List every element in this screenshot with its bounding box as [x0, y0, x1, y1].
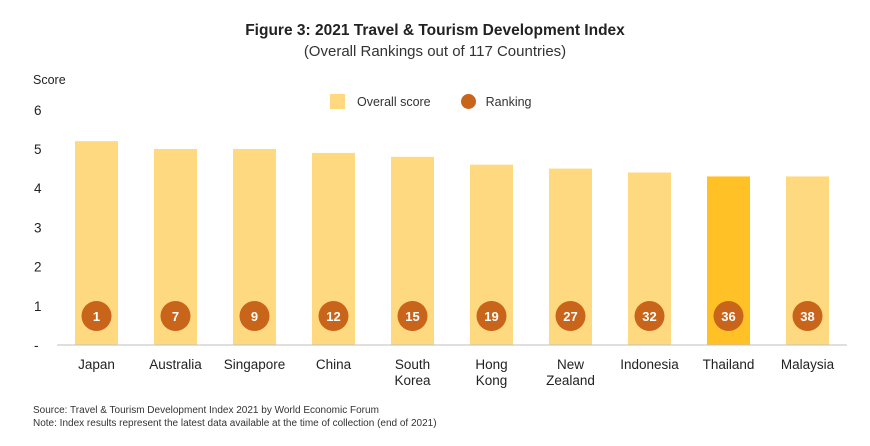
ranking-dot: [634, 301, 665, 331]
ranking-dot: [476, 301, 507, 331]
x-tick-label: Hong: [475, 357, 507, 372]
legend-label-ranking: Ranking: [485, 94, 532, 109]
legend-label-overall-score: Overall score: [357, 94, 431, 109]
ranking-dot: [160, 301, 191, 331]
legend-swatch-ranking: [460, 94, 476, 109]
y-axis-label: Score: [33, 73, 66, 87]
y-tick-label: 1: [34, 299, 42, 314]
ranking-label: 12: [326, 309, 340, 324]
footnote: Note: Index results represent the latest…: [33, 418, 437, 429]
chart-title: Figure 3: 2021 Travel & Tourism Developm…: [245, 22, 625, 39]
ranking-label: 36: [721, 309, 735, 324]
ranking-dot: [81, 301, 112, 331]
x-tick-label: China: [316, 357, 352, 372]
ranking-label: 38: [800, 309, 814, 324]
ranking-dot: [792, 301, 823, 331]
ranking-dot: [239, 301, 270, 331]
x-tick-label: South: [395, 357, 430, 372]
ranking-label: 1: [93, 309, 100, 324]
x-tick-label: Zealand: [546, 373, 595, 388]
ranking-label: 7: [172, 309, 179, 324]
ranking-dot: [713, 301, 744, 331]
ranking-label: 19: [484, 309, 498, 324]
x-tick-label: Japan: [78, 357, 115, 372]
x-tick-label: Kong: [476, 373, 508, 388]
y-tick-label: 6: [34, 103, 42, 118]
x-tick-label: Singapore: [224, 357, 286, 372]
y-tick-label: -: [34, 338, 39, 353]
y-tick-label: 3: [34, 220, 42, 235]
ranking-dot: [397, 301, 428, 331]
ranking-label: 15: [405, 309, 419, 324]
x-tick-label: Malaysia: [781, 357, 835, 372]
y-tick-label: 2: [34, 260, 42, 275]
x-tick-label: Indonesia: [620, 357, 679, 372]
y-tick-label: 4: [34, 181, 42, 196]
ranking-label: 27: [563, 309, 577, 324]
ranking-label: 32: [642, 309, 656, 324]
legend: Overall score Ranking: [330, 94, 532, 109]
x-tick-label: New: [557, 357, 584, 372]
x-tick-label: Korea: [394, 373, 431, 388]
ranking-dot: [318, 301, 349, 331]
chart-notes: Source: Travel & Tourism Development Ind…: [33, 404, 437, 430]
x-tick-label: Australia: [149, 357, 202, 372]
x-tick-label: Thailand: [703, 357, 755, 372]
y-tick-label: 5: [34, 142, 42, 157]
chart-subtitle: (Overall Rankings out of 117 Countries): [303, 43, 567, 60]
source-note: Source: Travel & Tourism Development Ind…: [33, 405, 379, 416]
ranking-dot: [555, 301, 586, 331]
legend-swatch-overall-score: [330, 94, 345, 109]
ranking-label: 9: [251, 309, 258, 324]
